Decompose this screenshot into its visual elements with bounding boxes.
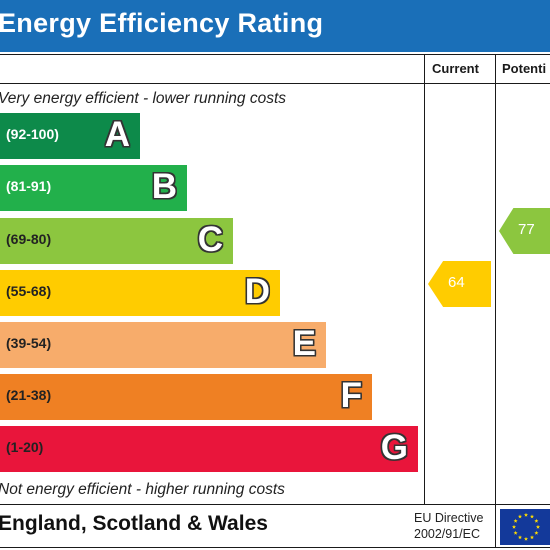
frame-bottom (0, 547, 550, 548)
band-c: (69-80) C (0, 218, 233, 264)
eu-star-icon (517, 514, 523, 519)
band-a: (92-100) A (0, 113, 140, 159)
frame-divider-potential (495, 54, 496, 505)
eu-star-icon (517, 535, 523, 540)
frame-divider-eu (495, 504, 496, 548)
frame-divider-current (424, 54, 425, 505)
current-rating-value: 64 (448, 274, 465, 291)
eu-flag-icon (500, 509, 550, 545)
eu-star-icon (523, 512, 529, 517)
band-range-label: (81-91) (6, 178, 52, 194)
band-letter: E (292, 324, 316, 363)
frame-footer-divider (0, 504, 550, 505)
band-e: (39-54) E (0, 322, 326, 368)
band-f: (21-38) F (0, 374, 372, 420)
page-title: Energy Efficiency Rating (0, 8, 324, 38)
caption-inefficient: Not energy efficient - higher running co… (0, 481, 285, 498)
band-range-label: (39-54) (6, 335, 52, 351)
header-bar: Energy Efficiency Rating (0, 0, 550, 52)
potential-rating-value: 77 (518, 221, 535, 238)
band-letter: G (380, 428, 408, 467)
band-range-label: (21-38) (6, 387, 52, 403)
frame-header-divider (0, 83, 550, 84)
caption-efficient: Very energy efficient - lower running co… (0, 90, 287, 107)
eu-star-icon (513, 518, 518, 523)
band-range-label: (55-68) (6, 283, 52, 299)
band-letter: D (244, 272, 270, 311)
eu-star-icon (529, 514, 535, 519)
eu-star-icon (535, 524, 541, 529)
band-g: (1-20) G (0, 426, 418, 472)
band-d: (55-68) D (0, 270, 280, 316)
eu-star-icon (529, 535, 535, 540)
band-range-label: (92-100) (6, 126, 59, 142)
column-header-current: Current (432, 61, 479, 76)
band-letter: B (151, 167, 177, 206)
current-rating-arrow: 64 (428, 261, 491, 307)
eu-star-icon (511, 524, 517, 529)
frame-top (0, 54, 550, 55)
eu-star-icon (523, 536, 529, 541)
band-letter: A (104, 115, 130, 154)
eu-directive-label: EU Directive (414, 511, 484, 525)
eu-star-icon (513, 530, 518, 535)
eu-directive-number: 2002/91/EC (414, 527, 481, 541)
band-b: (81-91) B (0, 165, 187, 211)
band-letter: C (197, 220, 223, 259)
eu-star-icon (534, 530, 539, 535)
potential-rating-arrow: 77 (499, 208, 550, 254)
eu-star-icon (534, 518, 539, 523)
band-range-label: (1-20) (6, 439, 44, 455)
band-letter: F (340, 376, 362, 415)
column-header-potential: Potenti (502, 61, 547, 76)
band-range-label: (69-80) (6, 231, 52, 247)
region-label: England, Scotland & Wales (0, 512, 268, 535)
